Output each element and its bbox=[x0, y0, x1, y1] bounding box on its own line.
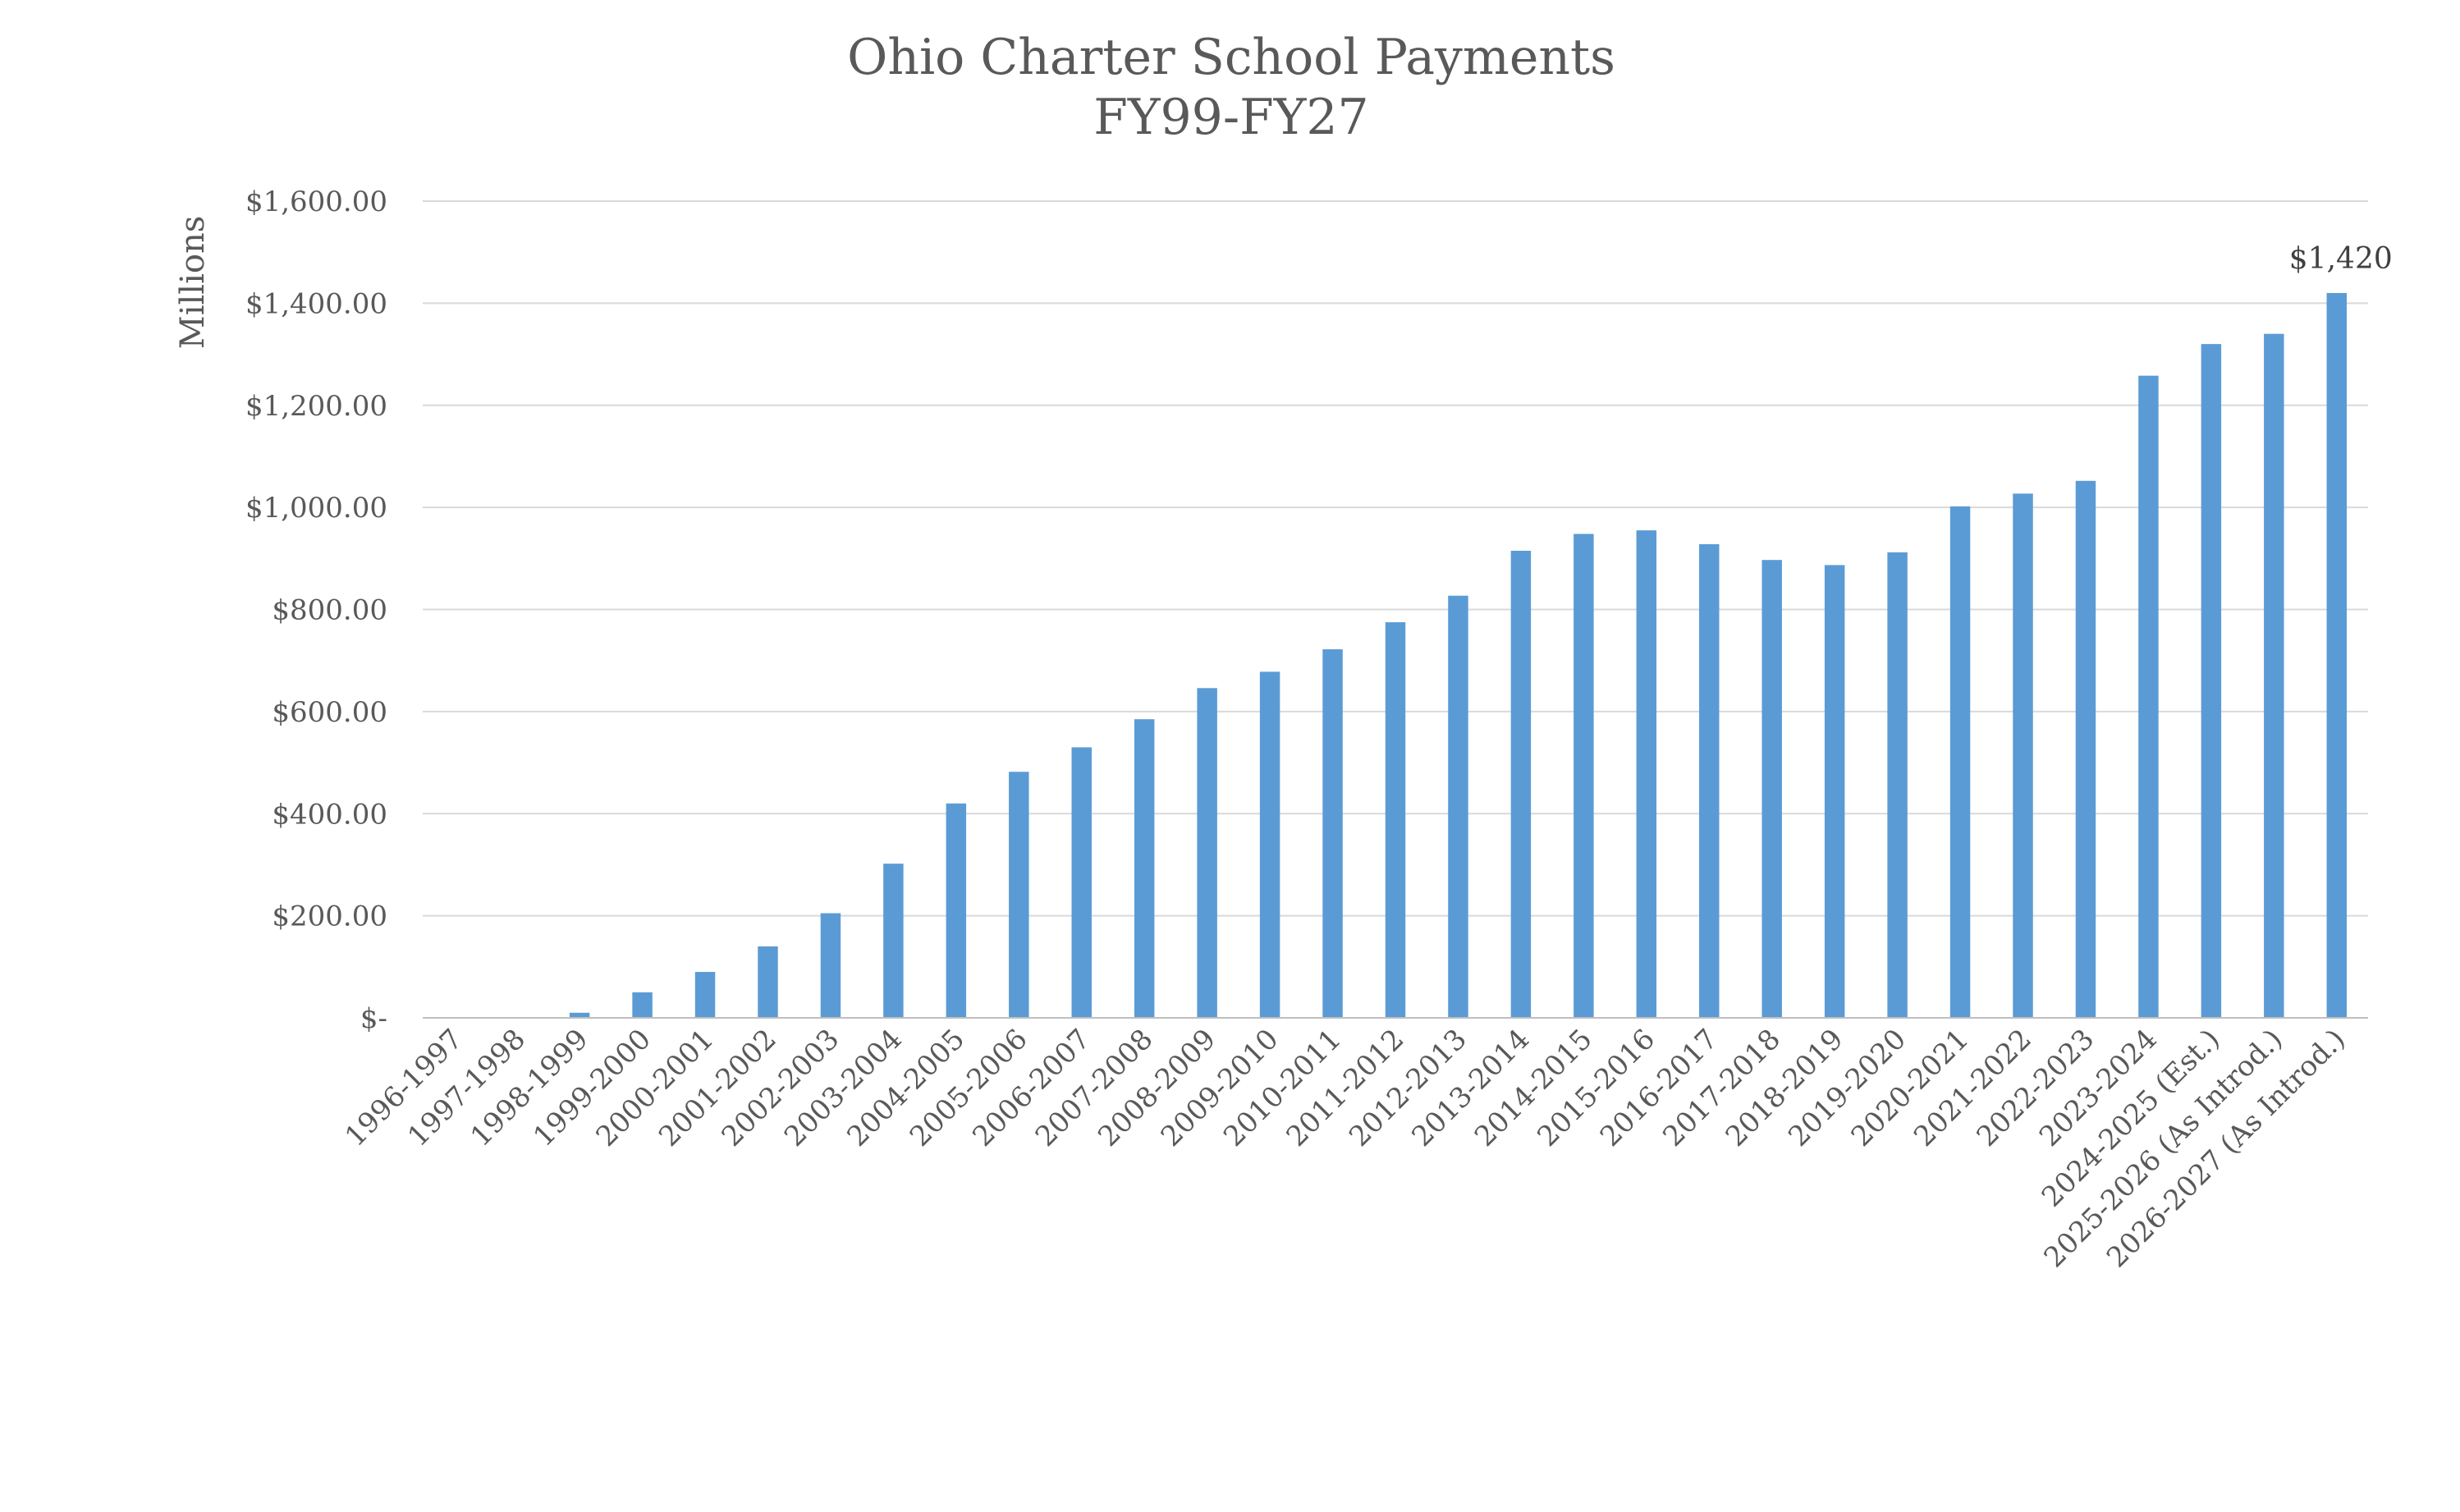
y-tick-label: $1,000.00 bbox=[245, 492, 387, 525]
y-axis-ticks: $- $200.00 $400.00 $600.00 $800.00 $1,000.00 $… bbox=[245, 186, 387, 1035]
bar bbox=[1259, 671, 1280, 1018]
bars bbox=[569, 292, 2348, 1018]
y-axis-label: Millions bbox=[174, 216, 212, 350]
y-tick-label: $1,600.00 bbox=[245, 186, 387, 218]
bar bbox=[1385, 622, 1406, 1018]
bar bbox=[632, 992, 653, 1018]
bar bbox=[1448, 595, 1468, 1018]
bar bbox=[1636, 530, 1657, 1018]
bar bbox=[1699, 543, 1720, 1018]
y-tick-label: $- bbox=[360, 1002, 387, 1035]
bar bbox=[1134, 719, 1155, 1018]
y-tick-label: $800.00 bbox=[272, 594, 387, 627]
bar bbox=[2264, 333, 2284, 1018]
bar bbox=[2201, 344, 2222, 1018]
bar bbox=[1574, 534, 1594, 1018]
y-tick-label: $600.00 bbox=[272, 696, 387, 729]
chart-title: Ohio Charter School Payments bbox=[847, 29, 1615, 86]
y-tick-label: $200.00 bbox=[272, 900, 387, 933]
bar bbox=[1197, 688, 1217, 1018]
bar bbox=[758, 946, 778, 1018]
bar bbox=[883, 864, 904, 1018]
bar bbox=[1761, 560, 1782, 1018]
bar bbox=[2138, 375, 2159, 1018]
bar bbox=[1009, 772, 1029, 1018]
y-tick-label: $1,400.00 bbox=[245, 287, 387, 320]
chart-subtitle: FY99-FY27 bbox=[1093, 89, 1368, 146]
bar bbox=[694, 972, 716, 1018]
bar bbox=[1824, 565, 1845, 1018]
x-axis-ticks: 1996-19971997-19981998-19991999-20002000… bbox=[339, 1023, 2352, 1274]
bar bbox=[946, 803, 967, 1018]
bar bbox=[1887, 552, 1908, 1018]
bar bbox=[1949, 506, 1971, 1018]
bar bbox=[2326, 292, 2348, 1018]
bar bbox=[1071, 747, 1092, 1018]
data-labels: $1,420 bbox=[2289, 242, 2393, 276]
bar bbox=[569, 1012, 590, 1018]
y-tick-label: $1,200.00 bbox=[245, 390, 387, 423]
bar bbox=[2013, 493, 2033, 1018]
bar bbox=[1510, 550, 1532, 1018]
bar bbox=[1322, 649, 1343, 1018]
y-tick-label: $400.00 bbox=[272, 798, 387, 831]
data-label: $1,420 bbox=[2289, 242, 2393, 276]
bar bbox=[2075, 480, 2096, 1018]
bar bbox=[820, 913, 841, 1018]
